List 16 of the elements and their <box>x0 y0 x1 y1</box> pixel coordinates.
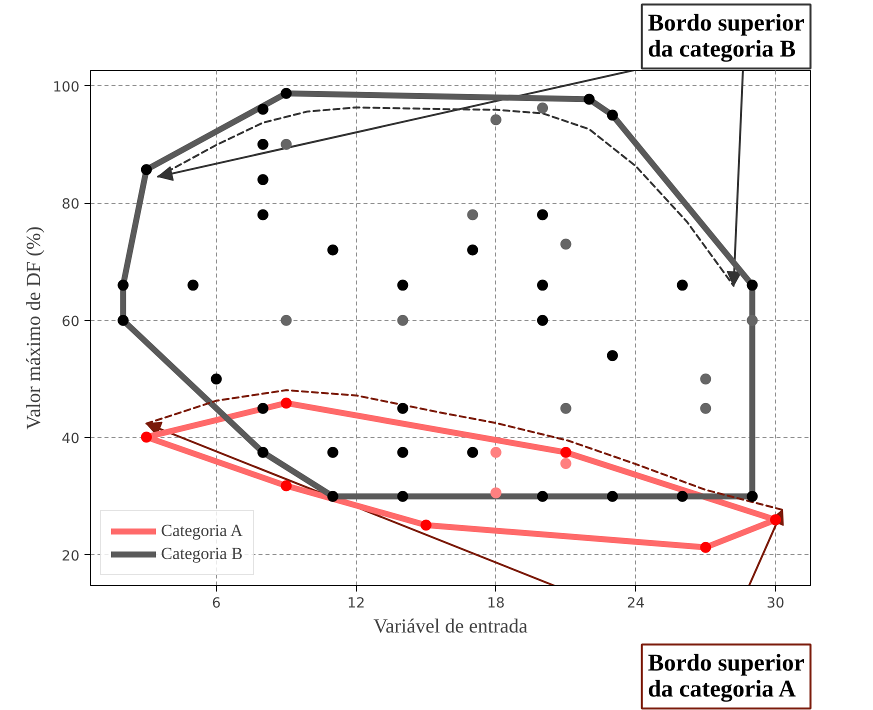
x-tick-label: 24 <box>626 596 645 612</box>
annotation: Bordo superior da categoria B <box>648 10 805 62</box>
y-tick-label: 40 <box>62 431 80 448</box>
y-tick-label: 60 <box>62 314 80 330</box>
legend-label: Categoria A <box>161 521 243 541</box>
x-axis-title: Variável de entrada <box>373 616 528 638</box>
legend-label: Categoria B <box>161 544 243 564</box>
y-axis-title: Valor máximo de DF (%) <box>22 226 45 430</box>
annotation: Bordo superior da categoria A <box>648 650 805 702</box>
x-tick-label: 6 <box>212 596 221 612</box>
y-tick-label: 80 <box>62 196 80 213</box>
y-tick-label: 20 <box>62 548 80 564</box>
x-tick-label: 30 <box>766 596 784 612</box>
y-tick-label: 100 <box>52 79 80 96</box>
x-tick-label: 12 <box>347 596 366 612</box>
x-tick-label: 18 <box>487 596 505 612</box>
